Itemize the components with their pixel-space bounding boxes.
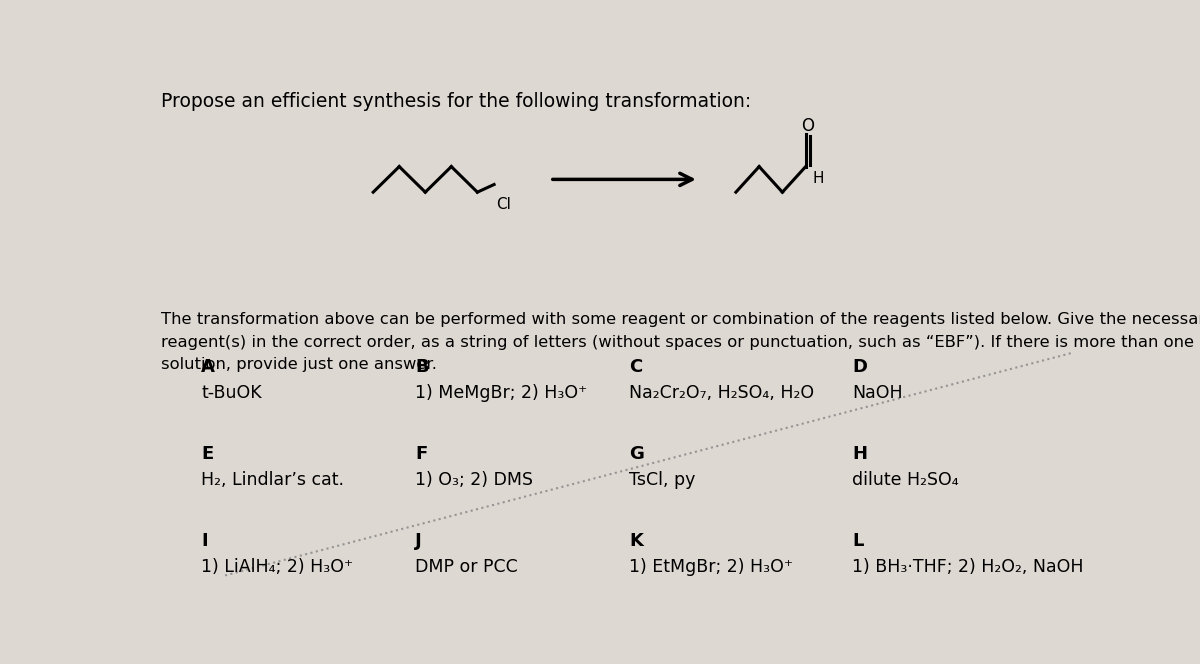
- Text: dilute H₂SO₄: dilute H₂SO₄: [852, 471, 959, 489]
- Text: Propose an efficient synthesis for the following transformation:: Propose an efficient synthesis for the f…: [161, 92, 751, 112]
- Text: C: C: [629, 359, 642, 376]
- Text: L: L: [852, 532, 864, 550]
- Text: E: E: [202, 446, 214, 463]
- Text: TsCl, py: TsCl, py: [629, 471, 695, 489]
- Text: H: H: [852, 446, 868, 463]
- Text: NaOH: NaOH: [852, 384, 902, 402]
- Text: 1) O₃; 2) DMS: 1) O₃; 2) DMS: [415, 471, 533, 489]
- Text: Na₂Cr₂O₇, H₂SO₄, H₂O: Na₂Cr₂O₇, H₂SO₄, H₂O: [629, 384, 814, 402]
- Text: The transformation above can be performed with some reagent or combination of th: The transformation above can be performe…: [161, 312, 1200, 372]
- Text: 1) BH₃·THF; 2) H₂O₂, NaOH: 1) BH₃·THF; 2) H₂O₂, NaOH: [852, 558, 1084, 576]
- Text: F: F: [415, 446, 427, 463]
- Text: H: H: [812, 171, 823, 186]
- Text: A: A: [202, 359, 215, 376]
- Text: H₂, Lindlar’s cat.: H₂, Lindlar’s cat.: [202, 471, 344, 489]
- Text: 1) LiAlH₄; 2) H₃O⁺: 1) LiAlH₄; 2) H₃O⁺: [202, 558, 353, 576]
- Text: DMP or PCC: DMP or PCC: [415, 558, 518, 576]
- Text: K: K: [629, 532, 643, 550]
- Text: J: J: [415, 532, 422, 550]
- Text: I: I: [202, 532, 208, 550]
- Text: 1) EtMgBr; 2) H₃O⁺: 1) EtMgBr; 2) H₃O⁺: [629, 558, 793, 576]
- Text: t-BuOK: t-BuOK: [202, 384, 262, 402]
- Text: 1) MeMgBr; 2) H₃O⁺: 1) MeMgBr; 2) H₃O⁺: [415, 384, 587, 402]
- Text: D: D: [852, 359, 868, 376]
- Text: B: B: [415, 359, 428, 376]
- Text: Cl: Cl: [496, 197, 511, 212]
- Text: G: G: [629, 446, 644, 463]
- Text: O: O: [802, 117, 814, 135]
